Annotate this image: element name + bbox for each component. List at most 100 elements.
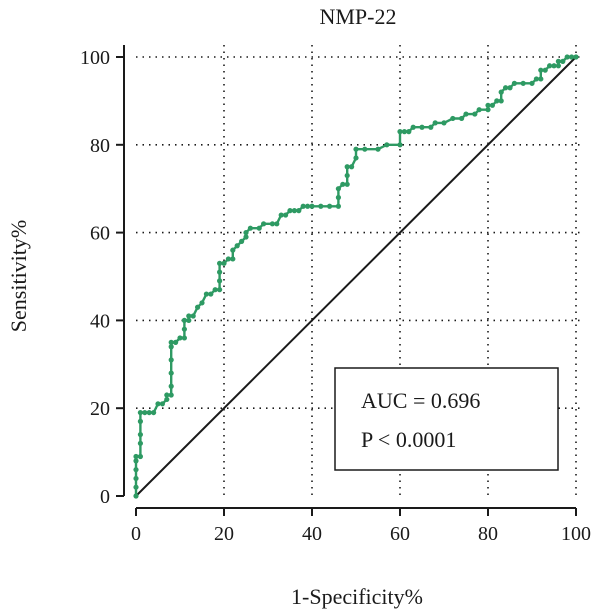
- roc-point: [384, 142, 390, 148]
- x-tick-label-80: 80: [478, 523, 498, 545]
- roc-point: [538, 67, 544, 73]
- roc-point: [362, 146, 368, 152]
- roc-point: [335, 186, 341, 192]
- roc-point: [555, 58, 562, 64]
- roc-point: [353, 146, 359, 152]
- roc-point: [133, 458, 139, 464]
- roc-point: [221, 260, 227, 266]
- roc-point: [217, 287, 223, 293]
- roc-point: [186, 317, 192, 323]
- roc-point: [137, 440, 143, 446]
- roc-point: [137, 453, 143, 460]
- axes: [123, 45, 576, 509]
- roc-point: [133, 493, 139, 499]
- roc-point: [335, 194, 341, 201]
- roc-point: [375, 146, 381, 152]
- y-tick-label-40: 40: [90, 310, 110, 332]
- roc-point: [555, 63, 562, 69]
- roc-point: [327, 203, 333, 209]
- y-tick-label-80: 80: [90, 135, 110, 157]
- roc-point: [151, 409, 157, 416]
- roc-point: [168, 383, 174, 389]
- roc-point: [472, 111, 478, 117]
- roc-point: [243, 230, 249, 236]
- roc-point: [560, 58, 566, 64]
- x-tick-label-0: 0: [131, 523, 141, 545]
- roc-point: [181, 317, 187, 323]
- roc-point: [225, 256, 231, 262]
- roc-point: [459, 115, 465, 122]
- roc-point: [551, 63, 557, 69]
- roc-point: [243, 234, 249, 240]
- roc-point: [485, 107, 491, 113]
- roc-point: [419, 124, 425, 130]
- x-axis-title: 1-Specificity%: [291, 584, 423, 609]
- roc-point: [305, 203, 311, 209]
- y-tick-label-60: 60: [90, 223, 110, 245]
- roc-point: [133, 453, 139, 460]
- roc-point: [287, 208, 293, 214]
- roc-point: [133, 484, 139, 490]
- roc-point: [428, 124, 434, 130]
- roc-point: [573, 54, 579, 60]
- roc-point: [133, 467, 139, 473]
- roc-point: [173, 339, 179, 345]
- roc-point: [159, 401, 165, 407]
- roc-point: [155, 401, 161, 407]
- roc-point: [520, 80, 526, 86]
- roc-point: [344, 172, 350, 179]
- roc-point: [195, 304, 201, 310]
- roc-point: [190, 313, 196, 319]
- roc-point: [186, 313, 192, 319]
- roc-point: [564, 54, 570, 60]
- roc-point: [450, 115, 456, 122]
- roc-point: [533, 76, 540, 82]
- roc-point: [199, 300, 205, 306]
- auc-value-text: AUC = 0.696: [361, 388, 480, 413]
- auc-annotation-box: AUC = 0.696 P < 0.0001: [334, 367, 559, 471]
- roc-point: [168, 344, 174, 350]
- roc-point: [181, 326, 187, 332]
- roc-point: [217, 269, 223, 275]
- chart-title: NMP-22: [319, 4, 396, 29]
- x-tick-label-20: 20: [214, 523, 234, 545]
- roc-point: [168, 357, 174, 363]
- roc-point: [340, 181, 346, 187]
- y-axis-ticks: 0 20 40 60 80 100: [80, 47, 124, 508]
- roc-point: [168, 370, 174, 376]
- roc-point: [432, 120, 438, 126]
- roc-point: [507, 85, 513, 91]
- roc-point: [164, 392, 170, 398]
- roc-point: [146, 409, 152, 416]
- roc-point: [511, 80, 517, 86]
- roc-point: [217, 278, 223, 284]
- roc-point: [353, 155, 359, 161]
- roc-point: [542, 67, 548, 73]
- roc-point: [569, 54, 575, 60]
- roc-point: [247, 225, 253, 231]
- roc-point: [529, 80, 535, 86]
- roc-point: [283, 212, 289, 218]
- roc-point: [441, 120, 447, 126]
- roc-point: [208, 291, 214, 297]
- roc-point: [300, 203, 306, 209]
- roc-point: [256, 225, 262, 231]
- annotation-frame: [334, 367, 559, 471]
- roc-point: [344, 181, 350, 187]
- roc-point: [410, 124, 416, 130]
- roc-point: [177, 335, 183, 341]
- roc-point: [217, 260, 223, 266]
- roc-point: [168, 392, 174, 398]
- roc-point: [397, 142, 403, 148]
- roc-point: [261, 221, 267, 227]
- roc-point: [142, 409, 148, 416]
- roc-point: [401, 129, 407, 135]
- roc-point: [296, 208, 302, 214]
- x-axis-ticks: 0 20 40 60 80 100: [131, 508, 591, 545]
- roc-point: [278, 212, 284, 218]
- roc-point: [181, 335, 187, 341]
- roc-point: [164, 396, 170, 403]
- roc-point: [463, 111, 469, 117]
